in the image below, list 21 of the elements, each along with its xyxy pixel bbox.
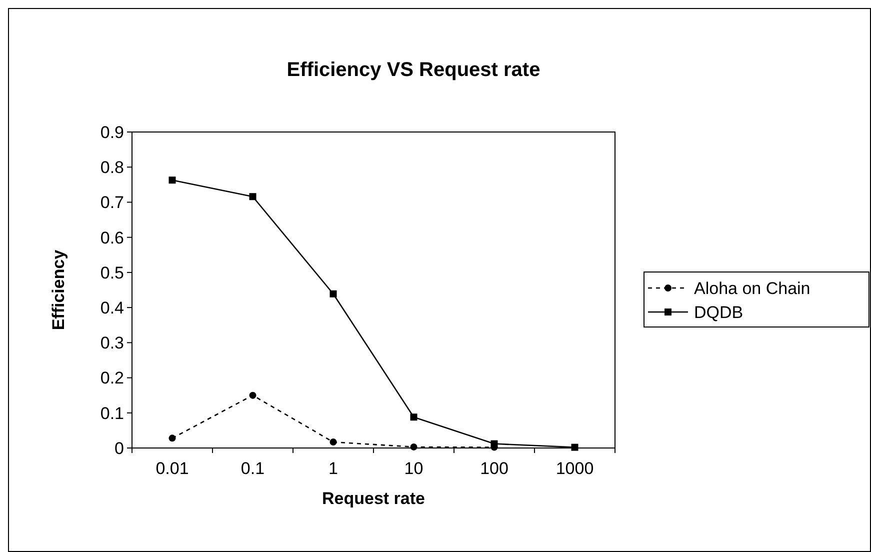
y-tick-label: 0.7 (100, 193, 124, 212)
x-axis-title: Request rate (322, 489, 425, 508)
x-tick-label: 1 (328, 459, 338, 478)
y-tick-label: 0.1 (100, 404, 124, 423)
x-tick-label: 10 (404, 459, 424, 478)
x-tick-label: 0.1 (240, 459, 265, 478)
legend-label: DQDB (694, 302, 744, 322)
y-tick-label: 0 (114, 438, 124, 458)
y-tick-label: 0.4 (100, 298, 124, 318)
chart-title: Efficiency VS Request rate (286, 59, 540, 81)
y-axis-title: Efficiency (49, 249, 68, 330)
y-tick-label: 0.9 (100, 122, 124, 142)
x-tick-label: 100 (480, 459, 508, 478)
x-tick-label: 1000 (556, 459, 594, 478)
x-tick-label: 0.01 (156, 459, 189, 478)
legend-label: Aloha on Chain (694, 278, 810, 298)
y-tick-label: 0.8 (100, 158, 124, 178)
y-tick-label: 0.6 (100, 228, 124, 248)
y-tick-label: 0.2 (100, 368, 124, 388)
y-tick-label: 0.3 (100, 334, 124, 353)
y-tick-label: 0.5 (100, 263, 124, 282)
